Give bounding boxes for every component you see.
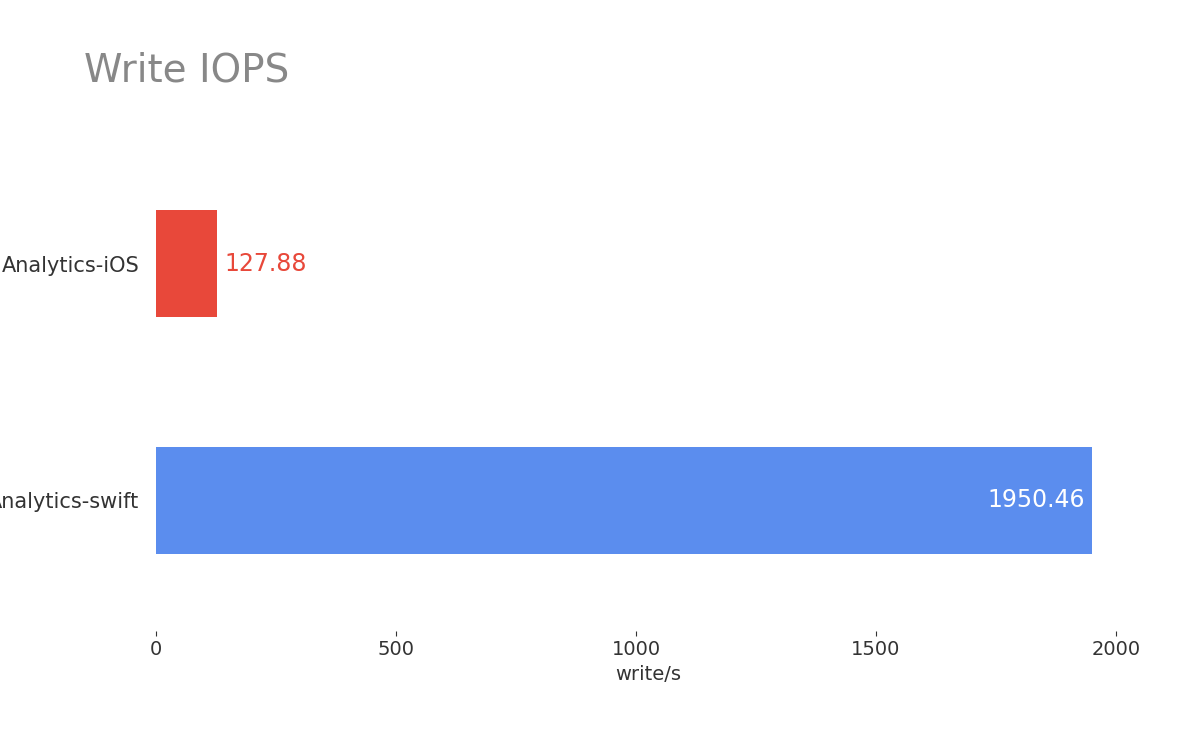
Text: 1950.46: 1950.46 xyxy=(988,488,1085,513)
Bar xyxy=(156,447,1092,554)
Text: 127.88: 127.88 xyxy=(224,252,307,276)
Bar xyxy=(156,211,217,317)
Text: Write IOPS: Write IOPS xyxy=(84,52,289,90)
X-axis label: write/s: write/s xyxy=(616,665,682,684)
